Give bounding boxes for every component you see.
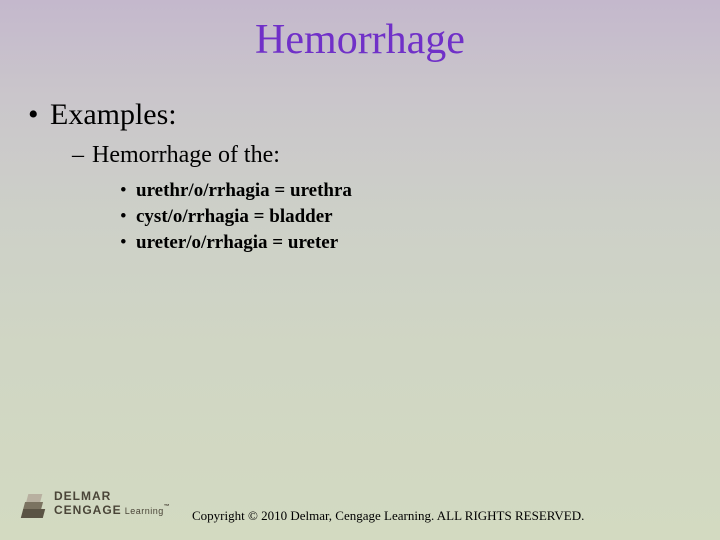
bullet-level-2: –Hemorrhage of the:: [72, 142, 688, 169]
bullet-level-3: •cyst/o/rrhagia = bladder: [120, 205, 688, 229]
logo-line1: DELMAR: [54, 489, 111, 503]
footer: DELMAR CENGAGE Learning™ Copyright © 201…: [0, 496, 720, 526]
bullet-dot-icon: •: [120, 179, 136, 203]
lvl1-text: Examples:: [50, 98, 177, 131]
publisher-logo: DELMAR CENGAGE Learning™: [22, 492, 182, 526]
bullet-dot-icon: •: [28, 98, 50, 132]
logo-line2a: CENGAGE: [54, 503, 122, 517]
logo-line2b: Learning: [122, 506, 164, 516]
bullet-dot-icon: •: [120, 205, 136, 229]
copyright-text: Copyright © 2010 Delmar, Cengage Learnin…: [192, 508, 584, 524]
lvl3-item: urethr/o/rrhagia = urethra: [136, 180, 352, 201]
content-body: •Examples: –Hemorrhage of the: •urethr/o…: [28, 98, 688, 256]
dash-icon: –: [72, 142, 92, 169]
publisher-logo-text: DELMAR CENGAGE Learning™: [54, 490, 170, 517]
bullet-level-1: •Examples:: [28, 98, 688, 132]
trademark-icon: ™: [164, 504, 170, 510]
cengage-mark-icon: [22, 494, 48, 520]
lvl2-text: Hemorrhage of the:: [92, 142, 280, 168]
bullet-dot-icon: •: [120, 231, 136, 255]
bullet-level-3: •ureter/o/rrhagia = ureter: [120, 231, 688, 255]
lvl3-item: cyst/o/rrhagia = bladder: [136, 206, 333, 227]
lvl3-item: ureter/o/rrhagia = ureter: [136, 232, 338, 253]
slide-title: Hemorrhage: [0, 16, 720, 64]
slide: Hemorrhage •Examples: –Hemorrhage of the…: [0, 0, 720, 540]
bullet-level-3: •urethr/o/rrhagia = urethra: [120, 179, 688, 203]
